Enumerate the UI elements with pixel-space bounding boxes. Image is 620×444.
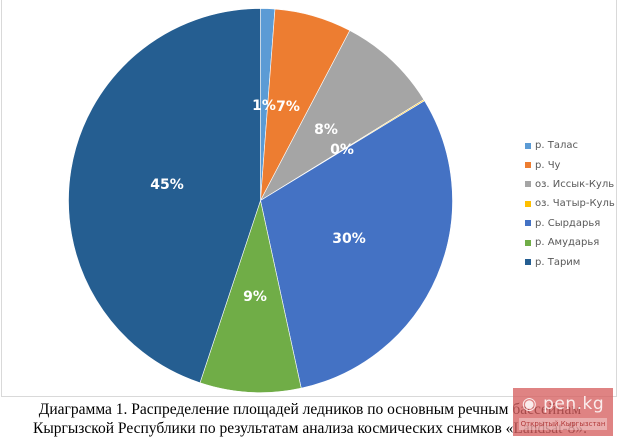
slice-label-chu: 7% — [276, 99, 300, 115]
legend-item-amudarya: р. Амударья — [525, 233, 615, 252]
pie-slice-syrdarya — [260, 100, 453, 389]
slice-label-tarim: 45% — [150, 177, 184, 193]
legend-label: р. Амударья — [535, 237, 600, 249]
legend-label: р. Сырдарья — [535, 217, 601, 229]
watermark-subtitle: Открытый Кыргызстан — [519, 418, 607, 430]
legend-item-issyk-kul: оз. Иссык-Куль — [525, 175, 615, 194]
legend-swatch-icon — [525, 259, 531, 266]
pie-slice-issyk-kul — [259, 30, 425, 202]
legend-item-syrdarya: р. Сырдарья — [525, 214, 615, 233]
legend-item-chu: р. Чу — [525, 155, 615, 174]
slice-label-issyk-kul: 8% — [314, 122, 338, 138]
legend-swatch-icon — [525, 142, 531, 149]
legend-label: оз. Чатыр-Куль — [535, 198, 615, 210]
pie-slices — [68, 8, 453, 393]
watermark[interactable]: ◉ pen.kg Открытый Кыргызстан — [513, 388, 613, 436]
slice-label-amudarya: 9% — [243, 289, 267, 305]
legend-item-chatyr-kul: оз. Чатыр-Куль — [525, 194, 615, 213]
slice-label-talas: 1% — [252, 98, 276, 114]
legend-swatch-icon — [525, 200, 531, 207]
pie-labels: 1% 7% 8% 0% 30% 9% 45% — [150, 98, 366, 305]
pie-slice-amudarya — [199, 199, 302, 393]
figure-caption: Диаграмма 1. Распределение площадей ледн… — [0, 400, 620, 438]
chart-frame — [1, 0, 617, 397]
slice-label-chatyr-kul: 0% — [330, 142, 354, 158]
legend-swatch-icon — [525, 162, 531, 169]
legend-label: р. Чу — [535, 159, 561, 171]
legend-item-tarim: р. Тарим — [525, 252, 615, 271]
legend-label: оз. Иссык-Куль — [535, 178, 615, 190]
legend-item-talas: р. Талас — [525, 136, 615, 155]
legend-label: р. Тарим — [535, 256, 581, 268]
watermark-logo: ◉ pen.kg — [521, 394, 605, 414]
legend: р. Талас р. Чу оз. Иссык-Куль оз. Чатыр-… — [525, 136, 615, 272]
caption-line-1: Диаграмма 1. Распределение площадей ледн… — [38, 401, 582, 418]
pie-chart: 1% 7% 8% 0% 30% 9% 45% — [68, 8, 453, 393]
legend-swatch-icon — [525, 239, 531, 246]
legend-label: р. Талас — [535, 140, 578, 152]
slice-label-syrdarya: 30% — [332, 231, 366, 247]
legend-swatch-icon — [525, 220, 531, 227]
legend-swatch-icon — [525, 181, 531, 188]
caption-line-2: Кыргызской Республики по результатам ана… — [32, 420, 588, 437]
pie-slice-tarim — [68, 8, 261, 384]
